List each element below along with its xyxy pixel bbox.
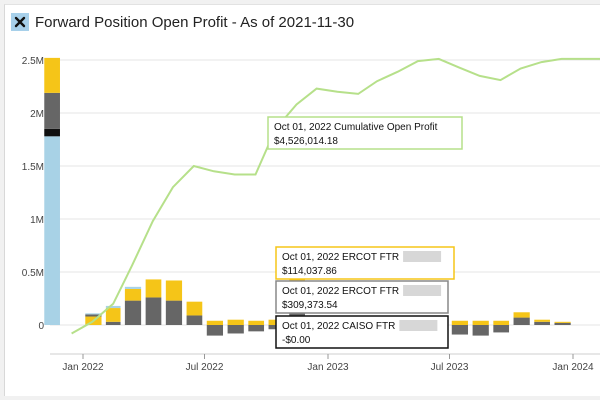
- bar-segment: [145, 279, 162, 298]
- y-tick-label: 2.5M: [22, 56, 44, 67]
- bar-segment: [248, 320, 265, 325]
- y-tick-label: 0.5M: [22, 268, 44, 279]
- bar-segment: [227, 325, 244, 334]
- bar-segment: [186, 315, 203, 325]
- bar-segment: [105, 321, 121, 325]
- redacted-block: [403, 285, 442, 296]
- redacted-block: [399, 320, 438, 331]
- y-tick-label: 0: [38, 321, 44, 332]
- bar-segment: [534, 321, 550, 325]
- tooltip-cumulative: Oct 01, 2022 Cumulative Open Profit $4,52…: [267, 116, 463, 150]
- bar-segment: [124, 300, 142, 325]
- tooltip-ercot-gray: Oct 01, 2022 ERCOT FTR $309,373.54: [275, 280, 449, 314]
- bar-segment: [451, 320, 469, 325]
- x-tick-label: Jan 2023: [307, 362, 349, 373]
- bar-segment: [451, 325, 469, 335]
- bar-segment: [105, 308, 121, 322]
- close-icon[interactable]: [11, 13, 29, 31]
- close-icon-glyph: [14, 16, 26, 28]
- bar-segment: [44, 57, 60, 93]
- bar-segment: [554, 322, 571, 325]
- bar-segment: [124, 288, 142, 301]
- bar-segment: [85, 314, 102, 317]
- bar-segment: [513, 312, 530, 318]
- bar-segment: [493, 325, 510, 333]
- bar-segment: [206, 325, 224, 336]
- redacted-block: [403, 251, 442, 262]
- chart-title: Forward Position Open Profit - As of 202…: [35, 13, 355, 31]
- bar-segment: [85, 313, 102, 315]
- tooltip-value: $4,526,014.18: [274, 136, 338, 147]
- tooltip-title: Oct 01, 2022 ERCOT FTR: [282, 286, 399, 297]
- tooltip-value: $309,373.54: [282, 300, 338, 311]
- tooltip-caiso: Oct 01, 2022 CAISO FTR -$0.00: [275, 315, 449, 349]
- bar-segment: [227, 319, 244, 325]
- y-tick-label: 2M: [30, 109, 44, 120]
- bar-segment: [145, 297, 162, 325]
- tooltip-box: [267, 116, 463, 150]
- tooltip-value: $114,037.86: [282, 266, 337, 277]
- bar-segment: [165, 280, 183, 301]
- x-tick-label: Jan 2024: [552, 362, 594, 373]
- bar-segment: [493, 320, 510, 325]
- bar-segment: [105, 305, 121, 309]
- y-tick-label: 1.5M: [22, 162, 44, 173]
- x-tick-label: Jul 2023: [431, 362, 469, 373]
- bar-segment: [472, 320, 489, 325]
- bar-segment: [44, 92, 60, 129]
- tooltip-title: Oct 01, 2022 CAISO FTR: [282, 321, 395, 332]
- cumulative-line: [71, 57, 600, 335]
- bar-segment: [513, 317, 530, 325]
- tooltip-ercot-yellow: Oct 01, 2022 ERCOT FTR $114,037.86: [275, 246, 455, 280]
- bar-segment: [165, 300, 183, 325]
- bar-segment: [472, 325, 489, 336]
- bar-segment: [124, 286, 142, 289]
- y-tick-label: 1M: [30, 215, 44, 226]
- x-tick-label: Jul 2022: [186, 362, 224, 373]
- tooltip-value: -$0.00: [282, 335, 311, 346]
- tooltip-title: Oct 01, 2022 ERCOT FTR: [282, 252, 399, 263]
- bar-segment: [44, 128, 60, 137]
- bar-segment: [206, 320, 224, 325]
- bar-segment: [248, 325, 265, 332]
- bar-segment: [44, 136, 60, 325]
- chart-header: Forward Position Open Profit - As of 202…: [11, 11, 354, 33]
- bar-segment: [534, 319, 550, 322]
- bar-segment: [554, 321, 571, 323]
- tooltip-title: Oct 01, 2022 Cumulative Open Profit: [274, 122, 438, 133]
- bar-segment: [186, 301, 203, 316]
- x-tick-label: Jan 2022: [62, 362, 104, 373]
